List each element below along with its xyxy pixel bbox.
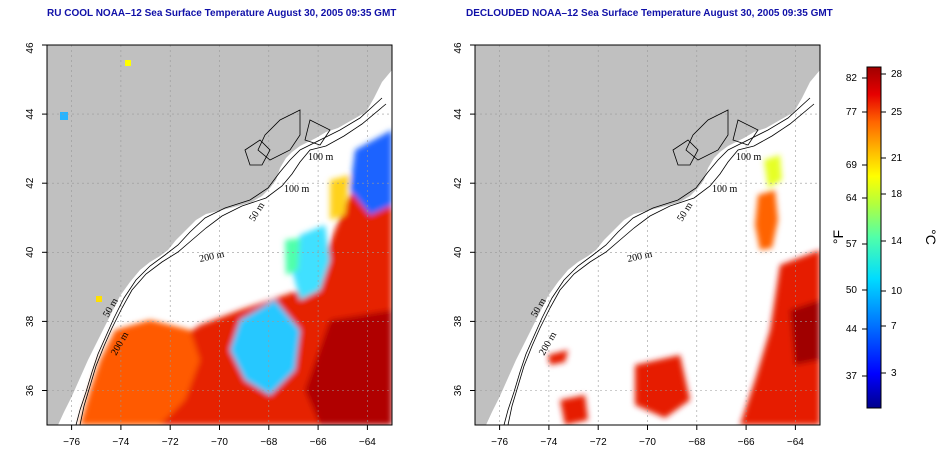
y-tick-label: 44 — [453, 108, 464, 120]
colorbar-c-label: 7 — [891, 321, 897, 332]
y-tick-label: 38 — [25, 315, 36, 327]
y-tick-label: 40 — [453, 246, 464, 258]
y-tick-label: 42 — [453, 177, 464, 189]
colorbar-c-label: 3 — [891, 368, 897, 379]
colorbar-ticks — [862, 73, 886, 377]
sst-patch-dark — [790, 300, 820, 365]
colorbar-f-label: 50 — [846, 285, 858, 296]
sst-patch-mild — [764, 155, 782, 188]
x-tick-label: −64 — [359, 437, 376, 448]
x-tick-label: −76 — [63, 437, 80, 448]
y-tick-label: 42 — [25, 177, 36, 189]
x-tick-label: −72 — [162, 437, 179, 448]
colorbar-f-label: 44 — [846, 324, 858, 335]
y-tick-label: 36 — [25, 385, 36, 397]
colorbar-c-label: 10 — [891, 286, 903, 297]
left-bathymetry-contours — [75, 97, 387, 425]
contour-label: 100 m — [736, 152, 762, 163]
right-axis-ticks — [470, 44, 796, 430]
colorbar-f-label: 64 — [846, 193, 858, 204]
contour-label: 100 m — [712, 184, 738, 195]
y-tick-label: 44 — [25, 108, 36, 120]
x-tick-label: −74 — [112, 437, 129, 448]
colorbar-c-label: 14 — [891, 236, 903, 247]
sst-patch-warm — [548, 350, 568, 365]
right-map-panel: 100 m 100 m 50 m 200 m 50 m 200 m −76 −7… — [453, 42, 821, 448]
colorbar-c-label: 25 — [891, 107, 903, 118]
colorbar-f-label: 82 — [846, 73, 858, 84]
left-map-title: RU COOL NOAA–12 Sea Surface Temperature … — [47, 8, 397, 19]
sst-patch-cool — [230, 300, 300, 395]
y-tick-label: 40 — [25, 246, 36, 258]
x-tick-label: −74 — [540, 437, 557, 448]
sst-patch-cool — [285, 238, 300, 275]
y-tick-label: 38 — [453, 315, 464, 327]
colorbar-c-label: 28 — [891, 69, 903, 80]
y-tick-label: 46 — [25, 42, 36, 54]
sst-patch-cold — [350, 130, 392, 215]
fahrenheit-unit-label: °F — [830, 230, 846, 244]
colorbar-f-label: 77 — [846, 107, 858, 118]
x-tick-label: −70 — [211, 437, 228, 448]
colorbar-c-label: 21 — [891, 153, 903, 164]
contour-label: 100 m — [284, 184, 310, 195]
sst-patch-dark — [305, 310, 392, 425]
left-axis-ticks — [42, 44, 368, 430]
contour-label: 200 m — [198, 249, 225, 265]
left-map-grid — [47, 45, 392, 425]
colorbar-c-label: 18 — [891, 189, 903, 200]
sst-patch-hot — [755, 190, 778, 250]
right-bathymetry-contours — [503, 97, 815, 425]
x-tick-label: −68 — [260, 437, 277, 448]
temperature-colorbar: 82 77 69 64 57 50 44 37 28 25 21 18 14 1… — [830, 66, 939, 409]
x-tick-label: −72 — [590, 437, 607, 448]
celsius-unit-label: °C — [923, 229, 939, 245]
colorbar-f-label: 69 — [846, 160, 858, 171]
contour-label: 200 m — [626, 249, 653, 265]
x-tick-label: −66 — [738, 437, 755, 448]
sst-patch-warm — [740, 250, 820, 425]
x-tick-label: −64 — [787, 437, 804, 448]
x-tick-label: −68 — [688, 437, 705, 448]
right-map-title: DECLOUDED NOAA–12 Sea Surface Temperatur… — [466, 8, 833, 19]
right-map-grid — [475, 45, 820, 425]
y-tick-label: 46 — [453, 42, 464, 54]
sst-patch-mild — [330, 175, 350, 220]
colorbar-gradient — [866, 66, 882, 409]
x-tick-label: −70 — [639, 437, 656, 448]
contour-label: 100 m — [308, 152, 334, 163]
sst-patch-warm — [635, 355, 690, 418]
sst-patch-cool — [292, 225, 330, 300]
colorbar-f-label: 57 — [846, 239, 858, 250]
sst-patch-warm — [560, 395, 588, 425]
y-tick-label: 36 — [453, 385, 464, 397]
x-tick-label: −76 — [491, 437, 508, 448]
left-map-panel: 100 m 100 m 50 m 200 m 50 m 200 m −76 −7… — [25, 42, 393, 448]
x-tick-label: −66 — [310, 437, 327, 448]
colorbar-f-label: 37 — [846, 371, 858, 382]
